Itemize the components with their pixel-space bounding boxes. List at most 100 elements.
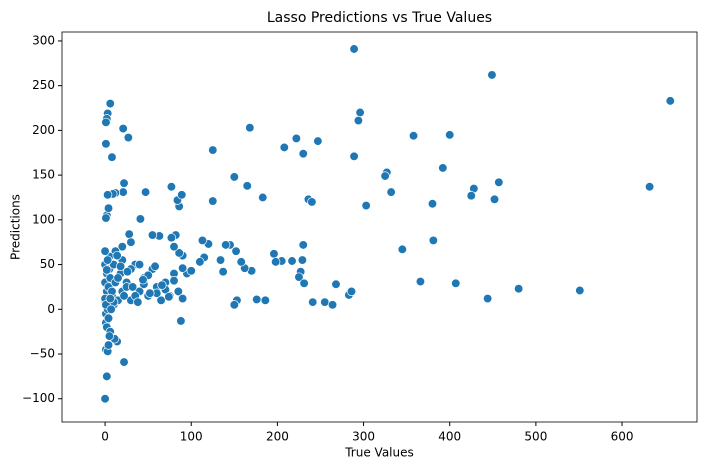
point xyxy=(134,259,145,270)
point xyxy=(100,394,110,404)
point xyxy=(197,235,208,246)
point xyxy=(102,371,112,382)
point xyxy=(361,200,371,211)
point xyxy=(126,237,136,247)
point xyxy=(258,192,268,203)
point xyxy=(138,275,148,285)
point xyxy=(103,340,114,350)
point xyxy=(451,278,461,289)
point xyxy=(665,96,675,106)
point xyxy=(428,235,439,246)
point xyxy=(135,214,146,224)
point xyxy=(236,257,246,267)
point xyxy=(218,267,228,277)
point xyxy=(102,265,112,275)
point xyxy=(308,297,318,307)
x-tick-label: 600 xyxy=(611,430,634,444)
point xyxy=(489,194,500,204)
point xyxy=(271,257,281,267)
y-axis-label: Predictions xyxy=(9,194,23,260)
point xyxy=(386,187,396,197)
point xyxy=(103,313,114,323)
point xyxy=(487,70,497,80)
point xyxy=(140,187,151,197)
point xyxy=(229,172,239,182)
point xyxy=(438,163,448,173)
point xyxy=(124,229,134,239)
point xyxy=(208,196,218,206)
point xyxy=(101,139,111,149)
point xyxy=(415,276,426,287)
point xyxy=(307,197,317,207)
point xyxy=(231,246,241,256)
point xyxy=(105,293,115,304)
point xyxy=(101,213,111,223)
point xyxy=(445,130,455,140)
point xyxy=(245,123,255,133)
point xyxy=(644,182,655,192)
point xyxy=(298,149,308,159)
point xyxy=(298,240,308,250)
point xyxy=(355,107,365,118)
plot-frame xyxy=(61,31,698,423)
point xyxy=(133,297,143,307)
point xyxy=(119,357,129,367)
point xyxy=(117,242,127,252)
y-tick-label: 100 xyxy=(32,212,55,226)
point xyxy=(287,256,297,266)
point xyxy=(494,177,504,187)
point xyxy=(156,295,166,305)
point xyxy=(327,300,338,310)
point xyxy=(427,199,438,209)
point xyxy=(145,288,155,298)
point xyxy=(215,255,226,265)
point xyxy=(103,255,113,265)
point xyxy=(118,123,128,134)
y-tick-label: −100 xyxy=(22,391,55,405)
point xyxy=(157,280,167,290)
point xyxy=(119,291,129,301)
point xyxy=(195,257,205,267)
chart-title: Lasso Predictions vs True Values xyxy=(267,10,492,26)
point xyxy=(169,276,179,286)
point xyxy=(105,98,115,109)
point xyxy=(313,136,323,146)
point xyxy=(299,278,309,289)
y-tick-label: 50 xyxy=(40,257,55,271)
point xyxy=(176,316,186,326)
point xyxy=(279,142,289,153)
point xyxy=(331,279,341,289)
point xyxy=(252,294,262,305)
x-tick-label: 500 xyxy=(524,430,547,444)
point xyxy=(408,131,419,141)
y-tick-label: 300 xyxy=(32,33,55,47)
point xyxy=(397,244,407,255)
x-tick-label: 100 xyxy=(180,430,203,444)
point xyxy=(147,230,158,240)
point xyxy=(169,242,179,252)
point xyxy=(100,246,110,256)
point xyxy=(104,331,115,341)
point xyxy=(115,261,126,272)
point xyxy=(186,266,196,276)
x-axis-label: True Values xyxy=(344,446,414,460)
x-tick-label: 200 xyxy=(266,430,289,444)
point xyxy=(123,132,133,143)
point xyxy=(150,261,160,272)
point xyxy=(128,282,138,292)
point xyxy=(177,293,188,304)
point xyxy=(229,300,239,310)
point xyxy=(177,190,187,200)
point xyxy=(349,44,359,54)
point xyxy=(291,133,302,144)
point xyxy=(113,273,123,283)
point xyxy=(164,292,174,302)
y-tick-label: 150 xyxy=(32,168,55,182)
point xyxy=(294,272,304,282)
y-tick-label: 0 xyxy=(47,302,55,316)
point xyxy=(166,233,177,243)
point xyxy=(166,182,177,192)
point xyxy=(297,255,308,265)
point xyxy=(103,203,114,213)
